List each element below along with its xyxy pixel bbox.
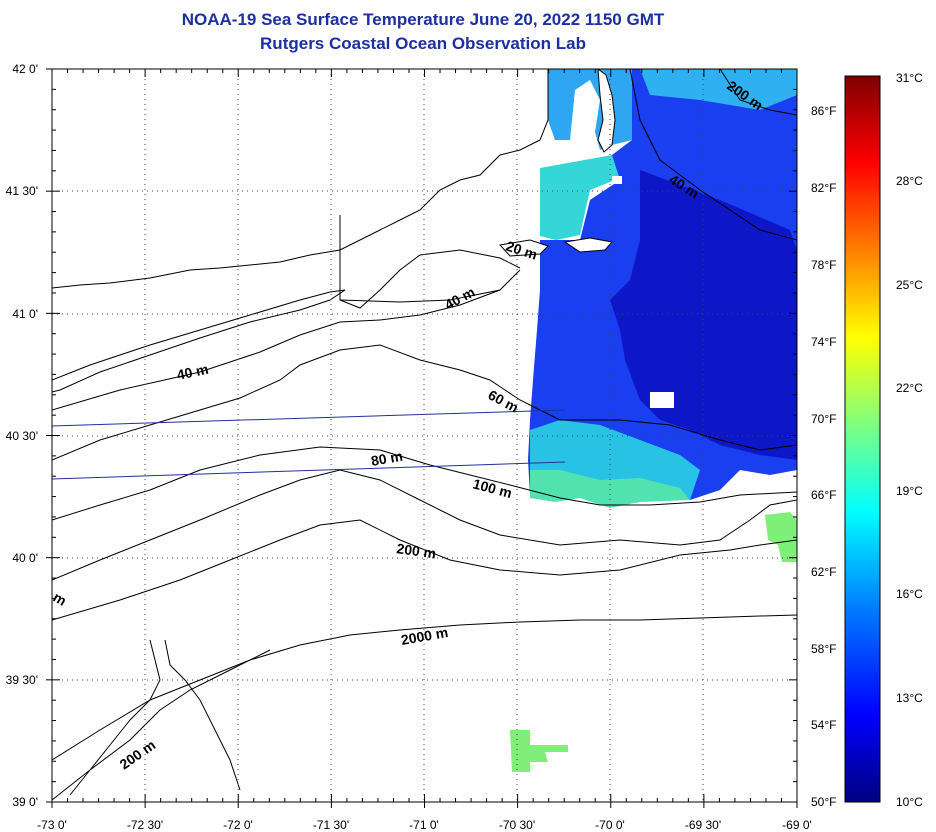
marthas-vineyard — [499, 239, 549, 257]
tick-marks — [46, 68, 798, 808]
sst-patch-nantucket-north — [548, 69, 632, 150]
contour-200m-south — [52, 519, 797, 621]
lat-label: 39 30' — [6, 673, 38, 687]
celsius-label: 25°C — [896, 278, 923, 292]
lon-label: -72 0' — [223, 818, 253, 832]
sst-patch-southeast-green — [765, 512, 797, 562]
latitude-labels: 42 0' 41 30' 41 0' 40 30' 40 0' 39 30' 3… — [6, 62, 38, 809]
fahrenheit-label: 50°F — [811, 795, 836, 809]
fahrenheit-label: 54°F — [811, 718, 836, 732]
lon-label: -73 0' — [37, 818, 67, 832]
celsius-label: 10°C — [896, 795, 923, 809]
fahrenheit-label: 58°F — [811, 642, 836, 656]
fahrenheit-label: 70°F — [811, 412, 836, 426]
map-title: NOAA-19 Sea Surface Temperature June 20,… — [181, 10, 665, 29]
contour-60m — [52, 344, 797, 461]
lon-label: -72 30' — [127, 818, 163, 832]
sst-patch-northeast-cyan — [640, 69, 797, 110]
celsius-label: 22°C — [896, 381, 923, 395]
lat-label: 42 0' — [12, 62, 38, 76]
celsius-label: 19°C — [896, 484, 923, 498]
contour-200m-sw — [52, 649, 271, 801]
contour-label: 40 m — [442, 284, 478, 313]
lon-label: -70 0' — [595, 818, 625, 832]
celsius-label: 31°C — [896, 71, 923, 85]
contour-40m-east — [629, 69, 797, 241]
contour-label: 60 m — [486, 387, 522, 416]
contour-40m-mid — [379, 289, 501, 321]
track-line — [51, 461, 566, 480]
contour-2000m — [52, 614, 797, 761]
coastline-layer — [52, 69, 797, 801]
celsius-scale: 31°C 28°C 25°C 22°C 19°C 16°C 13°C 10°C — [896, 71, 923, 809]
cape-cod — [597, 69, 616, 153]
lat-label: 41 0' — [12, 307, 38, 321]
lon-label: -70 30' — [499, 818, 535, 832]
contour-label: 200 m — [396, 540, 438, 561]
sst-patch-offshore-green — [510, 730, 568, 772]
lon-label: -69 0' — [782, 818, 812, 832]
fahrenheit-label: 82°F — [811, 181, 836, 195]
contour-label: 200 m — [117, 737, 159, 773]
contour-80m — [52, 446, 797, 521]
fahrenheit-label: 78°F — [811, 258, 836, 272]
coastline-mainland — [52, 69, 549, 289]
longitude-labels: -73 0' -72 30' -72 0' -71 30' -71 0' -70… — [37, 818, 812, 832]
lon-label: -71 0' — [409, 818, 439, 832]
graticule — [52, 69, 797, 802]
fahrenheit-label: 86°F — [811, 104, 836, 118]
contour-100m — [52, 469, 797, 581]
nantucket — [563, 237, 613, 253]
fahrenheit-scale: 86°F 82°F 78°F 74°F 70°F 66°F 62°F 58°F … — [811, 104, 836, 809]
contour-200m-north — [719, 69, 797, 116]
contour-20m — [339, 269, 521, 303]
contour-40m-west — [52, 319, 381, 411]
lon-label: -69 30' — [685, 818, 721, 832]
sst-data-layer — [510, 69, 797, 772]
lat-label: 40 0' — [12, 551, 38, 565]
long-island — [52, 289, 346, 393]
contour-label: 80 m — [370, 448, 404, 469]
fahrenheit-label: 62°F — [811, 565, 836, 579]
fahrenheit-label: 74°F — [811, 335, 836, 349]
contour-label: 40 m — [175, 361, 210, 383]
hudson-canyon-wall-2 — [164, 639, 241, 791]
track-line — [51, 409, 566, 427]
sst-patch-west-shoal — [540, 155, 620, 240]
cloud-gap — [650, 392, 674, 408]
cloud-gap — [612, 176, 622, 184]
hudson-canyon-wall — [69, 639, 161, 796]
lat-label: 40 30' — [6, 429, 38, 443]
lat-label: 39 0' — [12, 795, 38, 809]
celsius-label: 28°C — [896, 174, 923, 188]
block-island-sound-track — [339, 215, 521, 309]
celsius-label: 16°C — [896, 587, 923, 601]
track-layer — [51, 409, 566, 480]
contour-label: 2000 m — [400, 624, 450, 648]
fahrenheit-label: 66°F — [811, 488, 836, 502]
contour-label: 100 m — [471, 475, 513, 501]
map-subtitle: Rutgers Coastal Ocean Observation Lab — [260, 34, 586, 53]
celsius-label: 13°C — [896, 691, 923, 705]
colorbar — [844, 75, 881, 803]
lat-label: 41 30' — [6, 184, 38, 198]
lon-label: -71 30' — [313, 818, 349, 832]
